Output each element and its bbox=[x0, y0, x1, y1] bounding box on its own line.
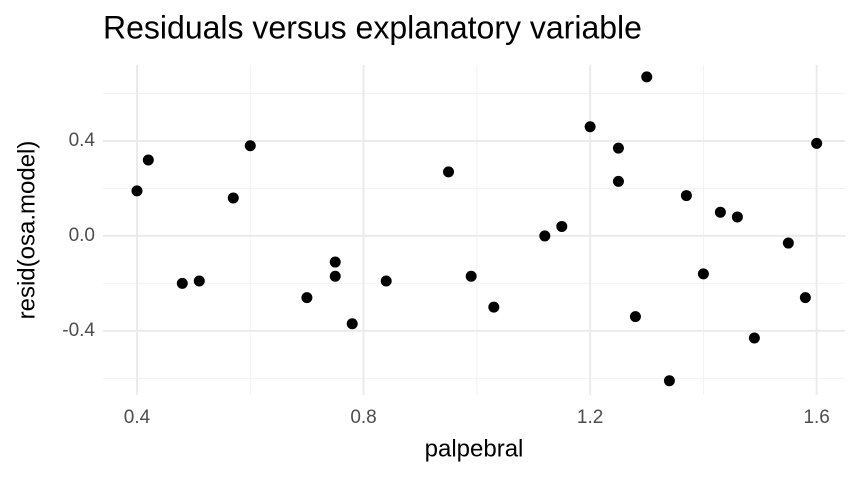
point bbox=[584, 121, 596, 133]
point bbox=[663, 375, 675, 387]
y-axis-title: resid(osa.model) bbox=[13, 141, 40, 320]
point bbox=[697, 268, 709, 280]
point bbox=[748, 332, 760, 344]
point bbox=[612, 142, 624, 154]
point bbox=[539, 230, 551, 242]
point bbox=[193, 275, 205, 287]
y-tick-label: -0.4 bbox=[62, 320, 95, 341]
grid bbox=[103, 65, 845, 395]
point bbox=[556, 220, 568, 232]
point bbox=[714, 206, 726, 218]
x-tick-label: 0.4 bbox=[124, 407, 151, 428]
point bbox=[346, 318, 358, 330]
point bbox=[443, 166, 455, 178]
point bbox=[380, 275, 392, 287]
chart-title: Residuals versus explanatory variable bbox=[103, 9, 642, 45]
point bbox=[811, 137, 823, 149]
point bbox=[629, 311, 641, 323]
point bbox=[799, 292, 811, 304]
point bbox=[301, 292, 313, 304]
point bbox=[142, 154, 154, 166]
x-tick-label: 1.2 bbox=[577, 407, 603, 428]
x-tick-label: 0.8 bbox=[350, 407, 376, 428]
point bbox=[244, 140, 256, 152]
point bbox=[680, 190, 692, 202]
x-axis-title: palpebral bbox=[425, 435, 524, 462]
point bbox=[131, 185, 143, 197]
point bbox=[465, 270, 477, 282]
point bbox=[488, 301, 500, 313]
point bbox=[782, 237, 794, 249]
point bbox=[329, 256, 341, 268]
marks bbox=[131, 71, 823, 387]
point bbox=[731, 211, 743, 223]
point bbox=[176, 277, 188, 289]
x-tick-label: 1.6 bbox=[803, 407, 829, 428]
y-tick-label: 0.0 bbox=[69, 225, 95, 246]
point bbox=[227, 192, 239, 204]
y-tick-label: 0.4 bbox=[69, 130, 96, 151]
point bbox=[641, 71, 653, 83]
point bbox=[329, 270, 341, 282]
point bbox=[612, 175, 624, 187]
